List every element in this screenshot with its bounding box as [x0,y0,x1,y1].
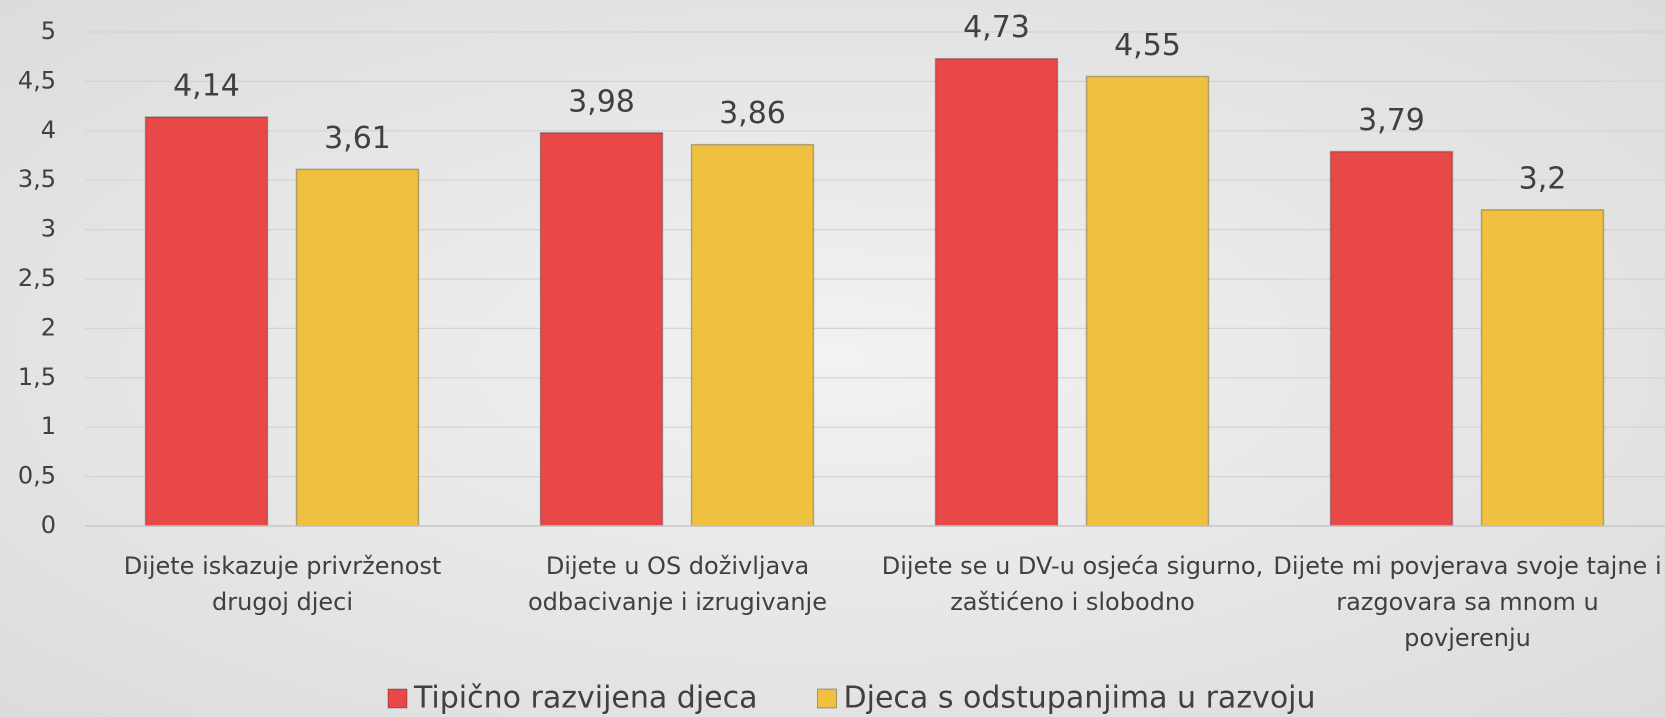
data-label: 3,2 [1519,161,1567,196]
x-tick-label: Dijete iskazuje privrženost drugoj djeci [123,552,442,616]
y-tick-label: 5 [41,17,56,45]
x-tick-label: Dijete se u DV-u osjeća sigurno, zaštiće… [881,552,1264,616]
data-label: 3,79 [1358,103,1425,138]
legend-swatch [387,688,408,709]
bar [144,116,269,527]
legend-swatch [817,688,838,709]
data-label: 4,73 [963,10,1030,45]
y-tick-label: 0,5 [18,462,56,490]
bar [1480,209,1605,527]
bar [1085,75,1210,527]
data-label: 3,61 [324,121,391,156]
data-label: 3,98 [568,84,635,119]
x-tick-label: Dijete u OS doživljava odbacivanje i izr… [527,552,827,616]
y-tick-label: 4,5 [18,66,56,94]
bar [934,57,1059,527]
bar [690,143,815,527]
legend-label: Djeca s odstupanjima u razvoju [844,681,1316,716]
legend-label: Tipično razvijena djeca [413,681,758,716]
y-tick-label: 3 [41,215,56,243]
bar [295,168,420,527]
data-label: 3,86 [719,96,786,131]
y-tick-label: 4 [41,116,56,144]
y-tick-label: 0 [41,511,56,539]
data-label: 4,14 [173,68,240,103]
y-tick-label: 3,5 [18,165,56,193]
bar [539,132,664,527]
y-tick-label: 1,5 [18,363,56,391]
data-label: 4,55 [1114,28,1181,63]
y-tick-label: 2 [41,313,56,341]
y-tick-label: 1 [41,412,56,440]
y-tick-label: 2,5 [18,264,56,292]
bar [1329,150,1454,527]
x-tick-label: Dijete mi povjerava svoje tajne i razgov… [1273,552,1662,652]
